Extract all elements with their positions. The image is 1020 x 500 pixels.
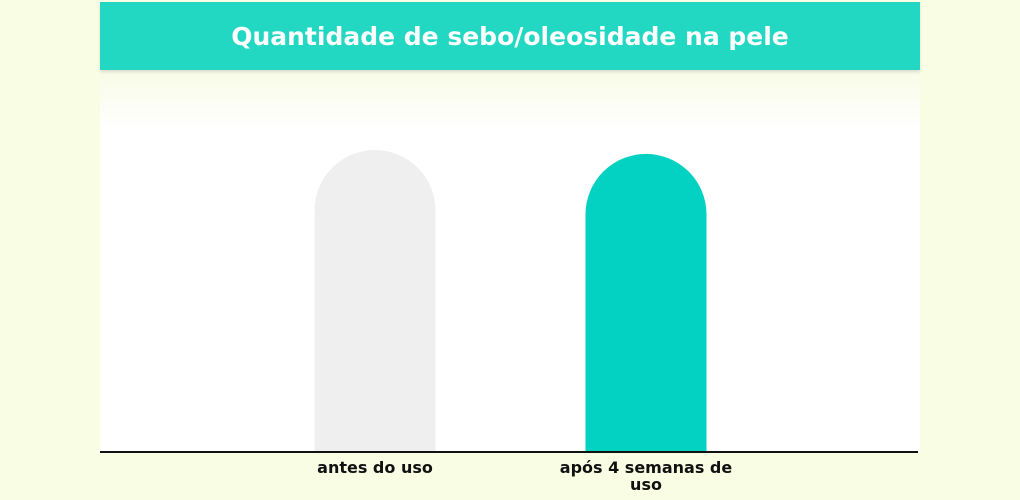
chart-title: Quantidade de sebo/oleosidade na pele (100, 2, 920, 70)
chart-panel (100, 70, 920, 452)
x-tick-label: antes do uso (317, 458, 433, 477)
bar (585, 153, 707, 451)
x-tick-label: após 4 semanas de uso (559, 458, 733, 494)
bar (314, 150, 436, 452)
